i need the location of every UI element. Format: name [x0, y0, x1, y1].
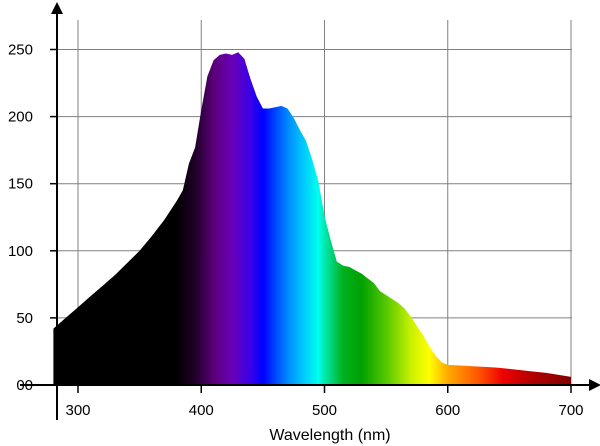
x-tick-label-3: 600 [435, 402, 460, 419]
spectrum-area [53, 52, 571, 385]
y-tick-label-5: 250 [8, 42, 33, 59]
y-tick-label-3: 150 [8, 176, 33, 193]
y-tick-label-1: 50 [16, 310, 33, 327]
x-tick-label-4: 700 [558, 402, 583, 419]
x-tick-label-2: 500 [312, 402, 337, 419]
x-axis-title: Wavelength (nm) [269, 427, 390, 444]
y-tick-label-4: 200 [8, 109, 33, 126]
x-tick-label-0: 300 [65, 402, 90, 419]
x-tick-label-1: 400 [189, 402, 214, 419]
tick-labels: 300 400 500 600 700 00 50 100 150 200 250 [8, 42, 584, 420]
axes [20, 2, 600, 420]
y-tick-label-0: 00 [16, 377, 33, 394]
y-tick-label-2: 100 [8, 243, 33, 260]
